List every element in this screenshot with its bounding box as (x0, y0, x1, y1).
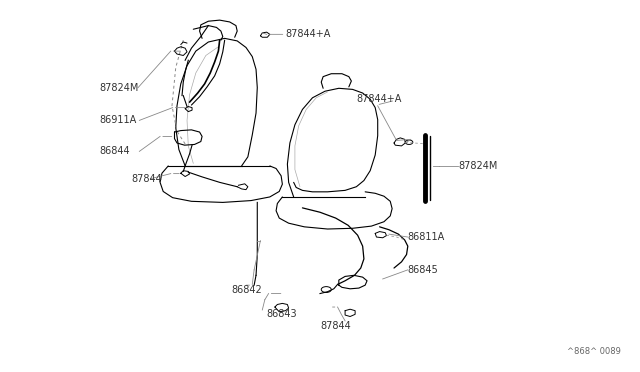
Text: 87824M: 87824M (99, 83, 139, 93)
Text: 86842: 86842 (231, 285, 262, 295)
Text: 87844+A: 87844+A (356, 93, 402, 103)
Text: 86844: 86844 (99, 146, 130, 156)
Text: 87824M: 87824M (458, 161, 497, 171)
Text: 87844: 87844 (132, 174, 163, 184)
Text: 86845: 86845 (408, 265, 438, 275)
Text: 86843: 86843 (267, 310, 298, 319)
Text: ^868^ 0089: ^868^ 0089 (567, 347, 621, 356)
Text: 87844: 87844 (320, 321, 351, 331)
Text: 86811A: 86811A (408, 232, 445, 242)
Text: 87844+A: 87844+A (285, 29, 331, 39)
Text: 86911A: 86911A (99, 115, 136, 125)
